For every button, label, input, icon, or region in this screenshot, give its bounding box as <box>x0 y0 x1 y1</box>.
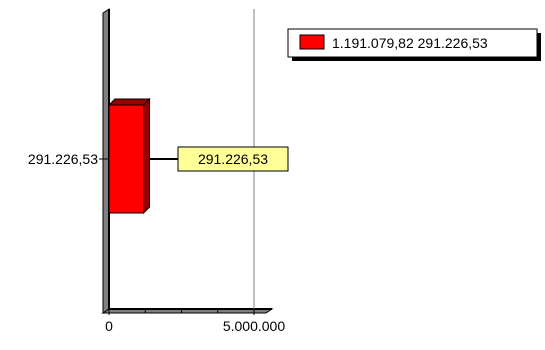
bars <box>107 97 151 215</box>
x-axis-ticks: 0 5.000.000 <box>105 309 285 334</box>
data-label: 291.226,53 <box>198 151 268 167</box>
data-labels: 291.226,53 <box>149 146 289 172</box>
legend: 1.191.079,82 291.226,53 <box>287 28 541 61</box>
category-labels: 291.226,53 <box>28 151 109 167</box>
category-label: 291.226,53 <box>28 151 98 167</box>
bar-side-face <box>143 97 151 215</box>
x-tick-label: 0 <box>105 318 113 334</box>
legend-box <box>287 28 538 58</box>
bar-top-face <box>107 98 151 106</box>
legend-swatch <box>299 34 325 50</box>
x-tick-label: 5.000.000 <box>223 318 285 334</box>
data-label-box <box>177 146 289 172</box>
bar <box>108 104 145 214</box>
legend-entry: 1.191.079,82 291.226,53 <box>332 35 488 51</box>
